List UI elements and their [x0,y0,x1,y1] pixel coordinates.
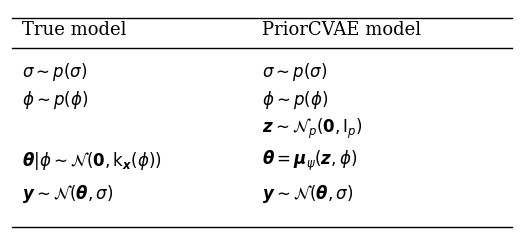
Text: $\boldsymbol{y} \sim \mathcal{N}(\boldsymbol{\theta}, \sigma)$: $\boldsymbol{y} \sim \mathcal{N}(\boldsy… [22,183,113,205]
Text: $\sigma \sim p(\sigma)$: $\sigma \sim p(\sigma)$ [22,61,88,83]
Text: True model: True model [22,21,127,39]
Text: $\phi \sim p(\phi)$: $\phi \sim p(\phi)$ [262,89,329,111]
Text: $\boldsymbol{\theta}|\phi \sim \mathcal{N}(\mathbf{0}, \mathrm{k}_{\boldsymbol{x: $\boldsymbol{\theta}|\phi \sim \mathcal{… [22,150,162,172]
Text: $\boldsymbol{z} \sim \mathcal{N}_p(\mathbf{0}, \mathrm{I}_p)$: $\boldsymbol{z} \sim \mathcal{N}_p(\math… [262,116,363,140]
Text: $\phi \sim p(\phi)$: $\phi \sim p(\phi)$ [22,89,89,111]
Text: $\boldsymbol{\theta} = \boldsymbol{\mu}_{\psi}(\boldsymbol{z}, \phi)$: $\boldsymbol{\theta} = \boldsymbol{\mu}_… [262,149,357,174]
Text: $\sigma \sim p(\sigma)$: $\sigma \sim p(\sigma)$ [262,61,328,83]
Text: PriorCVAE model: PriorCVAE model [262,21,421,39]
Text: $\boldsymbol{y} \sim \mathcal{N}(\boldsymbol{\theta}, \sigma)$: $\boldsymbol{y} \sim \mathcal{N}(\boldsy… [262,183,353,205]
